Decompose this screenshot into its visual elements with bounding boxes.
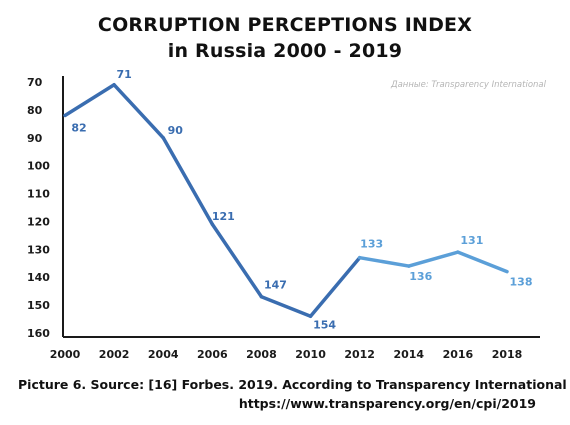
series-line <box>63 83 509 319</box>
y-tick-label: 140 <box>27 271 50 284</box>
chart-title: CORRUPTION PERCEPTIONS INDEX <box>97 14 473 36</box>
x-tick-label: 2002 <box>99 348 130 361</box>
series-segment <box>161 136 215 226</box>
data-label: 131 <box>460 234 483 247</box>
data-label: 154 <box>313 318 336 331</box>
series-segment <box>210 222 264 299</box>
series-segment <box>112 83 165 140</box>
data-label: 121 <box>212 210 235 223</box>
figure-source-url: https://www.transparency.org/en/cpi/2019 <box>238 396 536 411</box>
y-tick-label: 130 <box>27 243 50 256</box>
data-label: 133 <box>360 238 383 251</box>
data-labels: 82 71 90 121 147 154 133 136 131 138 <box>71 68 532 331</box>
series-segment <box>259 294 313 319</box>
series-segment <box>308 255 362 319</box>
series-segment <box>407 250 460 268</box>
x-tick-label: 2016 <box>443 348 474 361</box>
x-tick-label: 2018 <box>492 348 523 361</box>
y-tick-label: 90 <box>27 132 43 145</box>
y-tick-label: 160 <box>27 327 50 340</box>
chart-subtitle: in Russia 2000 - 2019 <box>167 40 403 62</box>
line-chart: 70 80 90 100 110 120 130 140 150 160 2000 2002 2004… <box>27 68 547 361</box>
data-label: 82 <box>71 121 86 134</box>
y-tick-label: 100 <box>27 160 50 173</box>
y-tick-label: 80 <box>27 104 43 117</box>
y-tick-label: 110 <box>27 188 50 201</box>
data-label: 71 <box>116 68 131 81</box>
x-tick-label: 2000 <box>50 348 81 361</box>
x-tick-labels: 2000 2002 2004 2006 2008 2010 2012 2014 2016 2018 <box>50 348 523 361</box>
series-segment <box>357 255 411 268</box>
chart-axes <box>62 76 540 338</box>
series-segment <box>456 250 509 274</box>
y-tick-label: 70 <box>27 76 43 89</box>
data-label: 136 <box>409 270 432 283</box>
x-tick-label: 2006 <box>197 348 228 361</box>
x-tick-label: 2014 <box>393 348 424 361</box>
figure-caption: Picture 6. Source: [16] Forbes. 2019. Ac… <box>18 377 567 392</box>
x-tick-label: 2010 <box>295 348 326 361</box>
data-label: 90 <box>168 124 184 137</box>
data-label: 147 <box>264 279 287 292</box>
data-label: 138 <box>510 276 533 289</box>
y-tick-label: 150 <box>27 299 50 312</box>
x-tick-label: 2004 <box>148 348 179 361</box>
x-tick-label: 2012 <box>344 348 375 361</box>
y-tick-labels: 70 80 90 100 110 120 130 140 150 160 <box>27 76 50 340</box>
x-tick-label: 2008 <box>246 348 277 361</box>
series-segment <box>63 83 116 118</box>
y-tick-label: 120 <box>27 215 50 228</box>
watermark: Данные: Transparency International <box>390 80 547 90</box>
